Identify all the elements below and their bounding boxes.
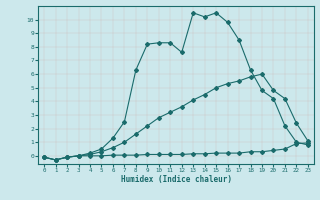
X-axis label: Humidex (Indice chaleur): Humidex (Indice chaleur) [121,175,231,184]
